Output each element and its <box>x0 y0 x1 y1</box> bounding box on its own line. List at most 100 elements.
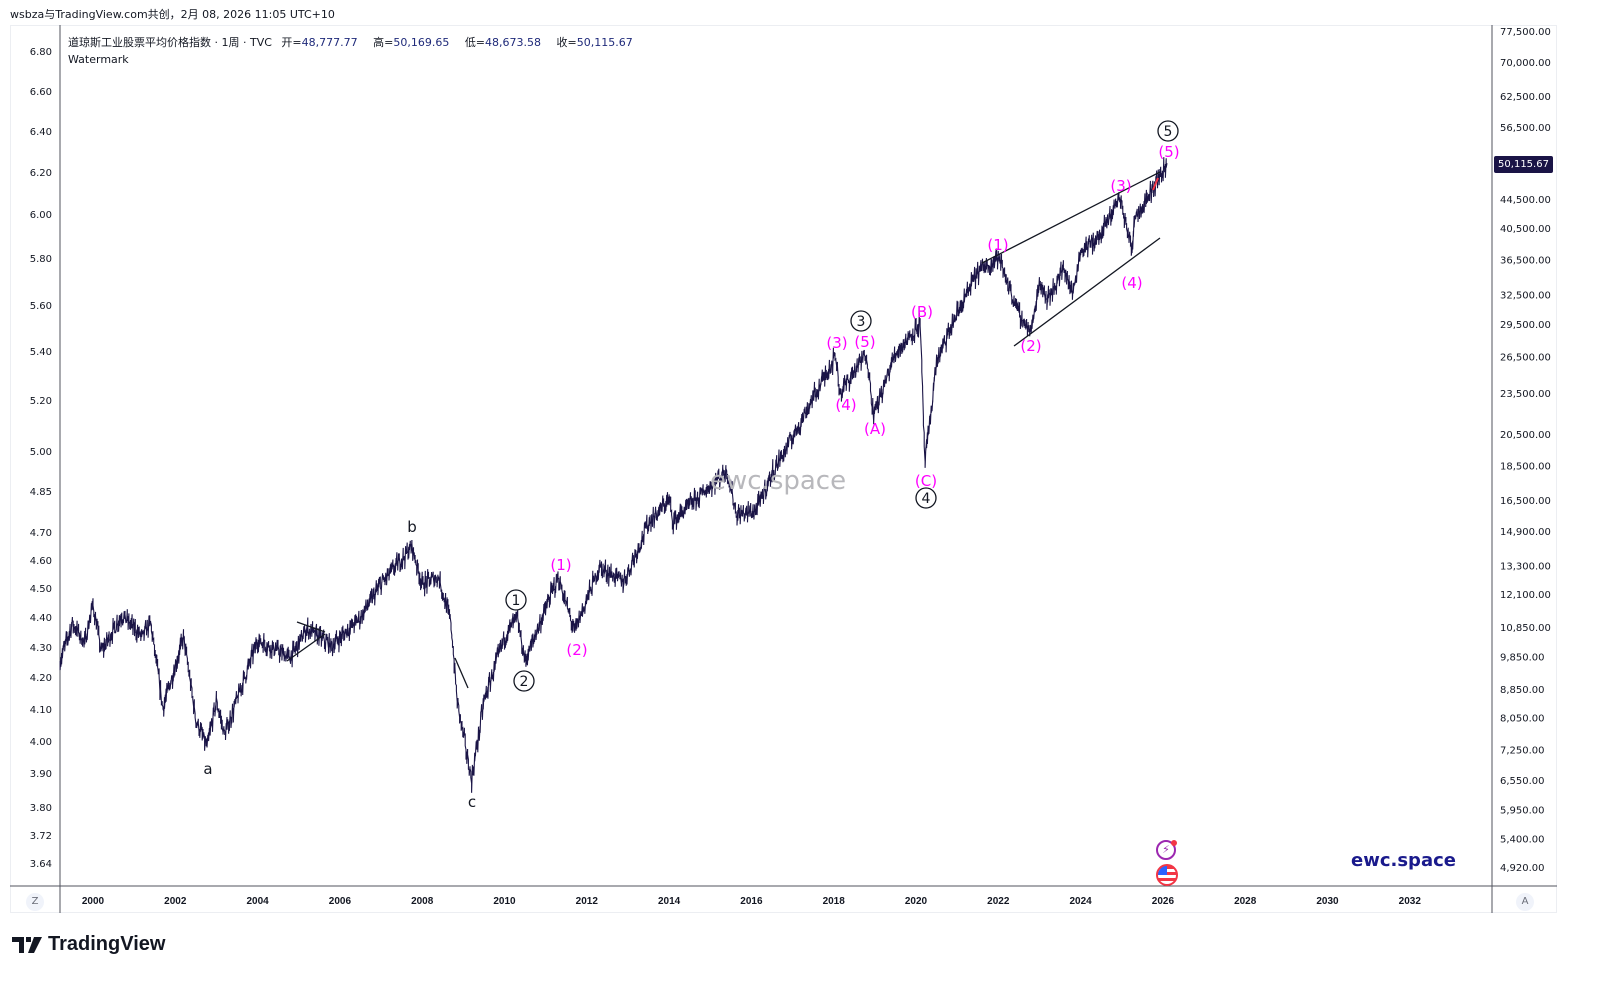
wave-label: (1) <box>987 236 1008 254</box>
wave-label: (3) <box>1110 177 1131 195</box>
low-label: 低= <box>464 36 486 49</box>
left-scale-tick: 4.60 <box>30 556 52 567</box>
wave-label: 4 <box>922 491 931 507</box>
left-scale-tick: 4.00 <box>30 737 52 748</box>
us-flag-event-icon[interactable] <box>1156 864 1178 886</box>
right-price-tick: 23,500.00 <box>1500 389 1551 400</box>
left-scale-tick: 5.40 <box>30 347 52 358</box>
wave-circle-marker <box>505 589 527 611</box>
x-tick-label: 2010 <box>493 896 516 907</box>
tradingview-logo-icon <box>12 936 42 953</box>
high-value: 50,169.65 <box>393 36 450 49</box>
open-label: 开= <box>281 36 302 49</box>
watermark-indicator-label[interactable]: Watermark <box>68 53 129 66</box>
left-scale-tick: 4.20 <box>30 673 52 684</box>
last-price-tag: 50,115.67 <box>1494 156 1553 173</box>
wave-circle-marker <box>513 670 535 692</box>
wave-label: (A) <box>864 420 886 438</box>
right-price-tick: 20,500.00 <box>1500 430 1551 441</box>
x-tick-label: 2018 <box>823 896 846 907</box>
right-price-tick: 70,000.00 <box>1500 58 1551 69</box>
wave-label: b <box>407 518 417 536</box>
auto-scale-toggle-a[interactable]: A <box>1516 893 1534 911</box>
right-price-tick: 14,900.00 <box>1500 527 1551 538</box>
wave-label: (4) <box>835 396 856 414</box>
left-scale-tick: 3.72 <box>30 831 52 842</box>
right-price-tick: 29,500.00 <box>1500 320 1551 331</box>
right-price-tick: 62,500.00 <box>1500 92 1551 103</box>
right-price-tick: 5,950.00 <box>1500 805 1545 816</box>
wave-label: a <box>203 760 212 778</box>
right-price-tick: 5,400.00 <box>1500 835 1545 846</box>
right-price-tick: 7,250.00 <box>1500 745 1545 756</box>
wave-label: (3) <box>826 334 847 352</box>
chart-frame <box>10 25 1557 913</box>
x-tick-label: 2014 <box>658 896 681 907</box>
left-scale-tick: 6.80 <box>30 47 52 58</box>
wave-label: (5) <box>1158 143 1179 161</box>
right-price-tick: 8,050.00 <box>1500 714 1545 725</box>
right-price-tick: 44,500.00 <box>1500 195 1551 206</box>
right-price-tick: 56,500.00 <box>1500 123 1551 134</box>
left-scale-tick: 6.40 <box>30 127 52 138</box>
corner-brand-text: ewc.space <box>1351 850 1456 871</box>
wave-label: 2 <box>520 674 529 690</box>
highlight-segment <box>1152 177 1159 191</box>
wave-label: 1 <box>512 593 521 609</box>
x-tick-label: 2022 <box>987 896 1010 907</box>
right-price-tick: 32,500.00 <box>1500 290 1551 301</box>
right-price-tick: 40,500.00 <box>1500 224 1551 235</box>
wave-circle-marker <box>1157 120 1179 142</box>
crash-line <box>454 657 469 689</box>
right-price-tick: 36,500.00 <box>1500 255 1551 266</box>
left-scale-tick: 4.40 <box>30 613 52 624</box>
right-price-tick: 6,550.00 <box>1500 776 1545 787</box>
left-scale-tick: 5.00 <box>30 447 52 458</box>
x-tick-label: 2020 <box>905 896 928 907</box>
left-scale-tick: 4.70 <box>30 528 52 539</box>
price-series-line <box>59 157 1168 793</box>
wave-label: 5 <box>1164 124 1173 140</box>
right-price-tick: 18,500.00 <box>1500 461 1551 472</box>
wave-label: (1) <box>550 556 571 574</box>
symbol-name[interactable]: 道琼斯工业股票平均价格指数 · 1周 · TVC <box>68 36 272 49</box>
x-tick-label: 2000 <box>82 896 105 907</box>
right-price-tick: 8,850.00 <box>1500 685 1545 696</box>
x-tick-label: 2016 <box>740 896 763 907</box>
right-price-tick: 13,300.00 <box>1500 561 1551 572</box>
left-scale-tick: 3.64 <box>30 859 52 870</box>
x-tick-label: 2002 <box>164 896 187 907</box>
triangle-upper-line <box>296 621 326 633</box>
right-price-tick: 77,500.00 <box>1500 27 1551 38</box>
left-scale-tick: 6.00 <box>30 210 52 221</box>
wave-label: (4) <box>1121 274 1142 292</box>
low-value: 48,673.58 <box>485 36 542 49</box>
wave-label: 3 <box>857 314 866 330</box>
wave-label: (C) <box>915 472 937 490</box>
wave-circle-marker <box>915 487 937 509</box>
left-scale-tick: 4.30 <box>30 643 52 654</box>
close-label: 收= <box>556 36 577 49</box>
left-scale-tick: 5.20 <box>30 396 52 407</box>
x-tick-label: 2004 <box>246 896 269 907</box>
left-scale-tick: 5.60 <box>30 301 52 312</box>
x-tick-label: 2012 <box>576 896 599 907</box>
symbol-legend: 道琼斯工业股票平均价格指数 · 1周 · TVC 开=48,777.77 高=5… <box>68 34 645 68</box>
wave-label: c <box>468 793 476 811</box>
x-tick-label: 2008 <box>411 896 434 907</box>
open-value: 48,777.77 <box>301 36 358 49</box>
high-label: 高= <box>373 36 394 49</box>
log-scale-toggle-z[interactable]: Z <box>26 893 44 911</box>
left-scale-tick: 5.80 <box>30 254 52 265</box>
x-tick-label: 2006 <box>329 896 352 907</box>
left-scale-tick: 4.50 <box>30 584 52 595</box>
tradingview-logo[interactable]: TradingView <box>12 933 165 956</box>
wave-label: (B) <box>911 303 933 321</box>
wedge-upper-trendline <box>981 171 1161 264</box>
x-tick-label: 2024 <box>1069 896 1092 907</box>
left-scale-tick: 4.85 <box>30 487 52 498</box>
lightning-event-icon[interactable]: ⚡ <box>1156 840 1176 860</box>
right-price-tick: 10,850.00 <box>1500 623 1551 634</box>
right-price-tick: 4,920.00 <box>1500 863 1545 874</box>
